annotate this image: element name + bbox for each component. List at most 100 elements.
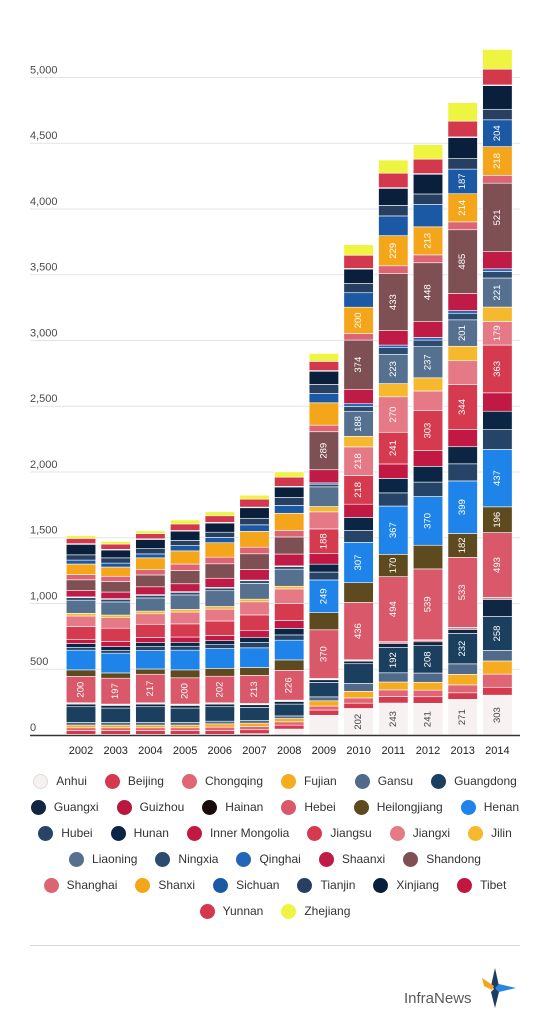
legend-item-inner-mongolia[interactable]: Inner Mongolia	[186, 825, 289, 841]
segment-value-label: 370	[423, 513, 434, 529]
bar-segment-yunnan	[308, 361, 339, 371]
bar-segment-inner-mongolia	[412, 450, 444, 467]
bar-segment-guangdong	[170, 707, 201, 723]
segment-value-label: 370	[318, 646, 329, 662]
legend-swatch	[281, 903, 297, 919]
legend-item-guizhou[interactable]: Guizhou	[116, 799, 184, 815]
bar-segment-henan	[100, 652, 131, 674]
legend-item-shanxi[interactable]: Shanxi	[135, 877, 195, 893]
bar-segment-heilongjiang	[100, 672, 131, 679]
bar-segment-hunan	[308, 563, 339, 573]
bar-segment-shanghai	[447, 221, 478, 231]
bar-segment-sichuan	[100, 562, 131, 568]
legend-item-gansu[interactable]: Gansu	[354, 773, 414, 789]
bar-segment-sichuan	[378, 215, 409, 236]
bar-segment-shanghai	[308, 424, 339, 433]
legend-item-tianjin[interactable]: Tianjin	[297, 877, 355, 893]
legend-item-shandong[interactable]: Shandong	[403, 851, 481, 867]
legend-item-hebei[interactable]: Hebei	[281, 799, 336, 815]
legend-item-guangdong[interactable]: Guangdong	[431, 773, 517, 789]
bar-segment-fujian	[343, 691, 374, 699]
legend-item-yunnan[interactable]: Yunnan	[199, 903, 263, 919]
legend-label: Hainan	[225, 800, 264, 814]
legend-item-shaanxi[interactable]: Shaanxi	[318, 851, 385, 867]
legend-swatch	[457, 877, 473, 893]
bar-segment-jilin	[100, 614, 131, 618]
bar-segment-beijing	[239, 729, 270, 734]
bar-segment-jiangsu	[447, 384, 478, 430]
bar-segment-guangxi	[378, 643, 409, 648]
segment-value-label: 202	[353, 714, 364, 730]
legend-item-anhui[interactable]: Anhui	[33, 773, 87, 789]
bar-segment-zhejiang	[65, 535, 97, 539]
bar-segment-xinjiang	[65, 544, 97, 556]
bar-segment-qinghai	[343, 403, 374, 407]
bar-segment-jilin	[135, 610, 166, 615]
bar-segment-jiangxi	[378, 396, 409, 433]
bar-segment-henan	[412, 496, 444, 546]
legend-item-hubei[interactable]: Hubei	[38, 825, 93, 841]
bar-segment-ningxia	[135, 595, 166, 599]
legend-item-beijing[interactable]: Beijing	[104, 773, 164, 789]
bar-segment-hunan	[378, 478, 409, 494]
legend-item-qinghai[interactable]: Qinghai	[236, 851, 301, 867]
bar-segment-yunnan	[239, 498, 270, 508]
legend-item-hunan[interactable]: Hunan	[110, 825, 169, 841]
x-tick-label: 2006	[208, 745, 232, 757]
legend-item-chongqing[interactable]: Chongqing	[181, 773, 263, 789]
legend-item-jilin[interactable]: Jilin	[468, 825, 512, 841]
legend-item-liaoning[interactable]: Liaoning	[69, 851, 137, 867]
legend-label: Shandong	[426, 852, 481, 866]
bar-segment-inner-mongolia	[135, 637, 166, 643]
y-tick-label: 4,000	[30, 196, 58, 208]
bar-segment-yunnan	[135, 533, 166, 540]
bar-segment-guangdong	[65, 706, 97, 723]
segment-value-label: 271	[457, 709, 468, 725]
legend-item-tibet[interactable]: Tibet	[457, 877, 506, 893]
legend-item-ningxia[interactable]: Ningxia	[155, 851, 218, 867]
legend-item-hainan[interactable]: Hainan	[202, 799, 264, 815]
legend-swatch	[38, 825, 54, 841]
legend-label: Qinghai	[259, 852, 301, 866]
legend-item-zhejiang[interactable]: Zhejiang	[281, 903, 350, 919]
bar-segment-xinjiang	[135, 539, 166, 549]
bar-segment-chongqing	[343, 697, 374, 704]
legend-item-jiangsu[interactable]: Jiangsu	[307, 825, 372, 841]
legend-label: Hunan	[133, 826, 169, 840]
segment-value-label: 243	[388, 711, 399, 727]
bar-segment-beijing	[447, 692, 478, 700]
bar-segment-shanxi	[482, 146, 513, 176]
bar-segment-shanxi	[274, 512, 305, 531]
bar-segment-shaanxi	[412, 321, 444, 338]
x-tick-label: 2009	[312, 745, 336, 757]
bar-segment-ningxia	[447, 312, 478, 321]
bar-segment-yunnan	[65, 538, 97, 544]
bar-segment-fujian	[412, 681, 444, 691]
bar-segment-qinghai	[447, 310, 478, 314]
legend-item-henan[interactable]: Henan	[460, 799, 519, 815]
bar-segment-zhejiang	[170, 519, 201, 525]
bar-segment-qinghai	[412, 337, 444, 341]
segment-value-label: 200	[353, 312, 364, 328]
legend-item-guangxi[interactable]: Guangxi	[30, 799, 99, 815]
legend-item-jiangxi[interactable]: Jiangxi	[389, 825, 450, 841]
legend-item-xinjiang[interactable]: Xinjiang	[373, 877, 439, 893]
legend-swatch	[110, 825, 126, 841]
legend-swatch	[236, 851, 252, 867]
bar-segment-ningxia	[239, 580, 270, 584]
legend-item-fujian[interactable]: Fujian	[281, 773, 337, 789]
segment-value-label: 221	[492, 285, 503, 301]
bar-segment-zhejiang	[135, 530, 166, 534]
bar-segment-shaanxi	[100, 591, 131, 599]
bar-segment-xinjiang	[100, 549, 131, 559]
legend-item-heilongjiang[interactable]: Heilongjiang	[353, 799, 443, 815]
legend-item-shanghai[interactable]: Shanghai	[43, 877, 117, 893]
bar-segment-fujian	[447, 674, 478, 686]
bar-segment-inner-mongolia	[308, 553, 339, 565]
bar-segment-henan	[308, 579, 339, 613]
bar-segment-fujian	[100, 724, 131, 729]
legend-label: Gansu	[377, 774, 414, 788]
bar-segment-fujian	[378, 681, 409, 691]
legend-item-sichuan[interactable]: Sichuan	[213, 877, 279, 893]
bar-segment-guangxi	[274, 701, 305, 705]
